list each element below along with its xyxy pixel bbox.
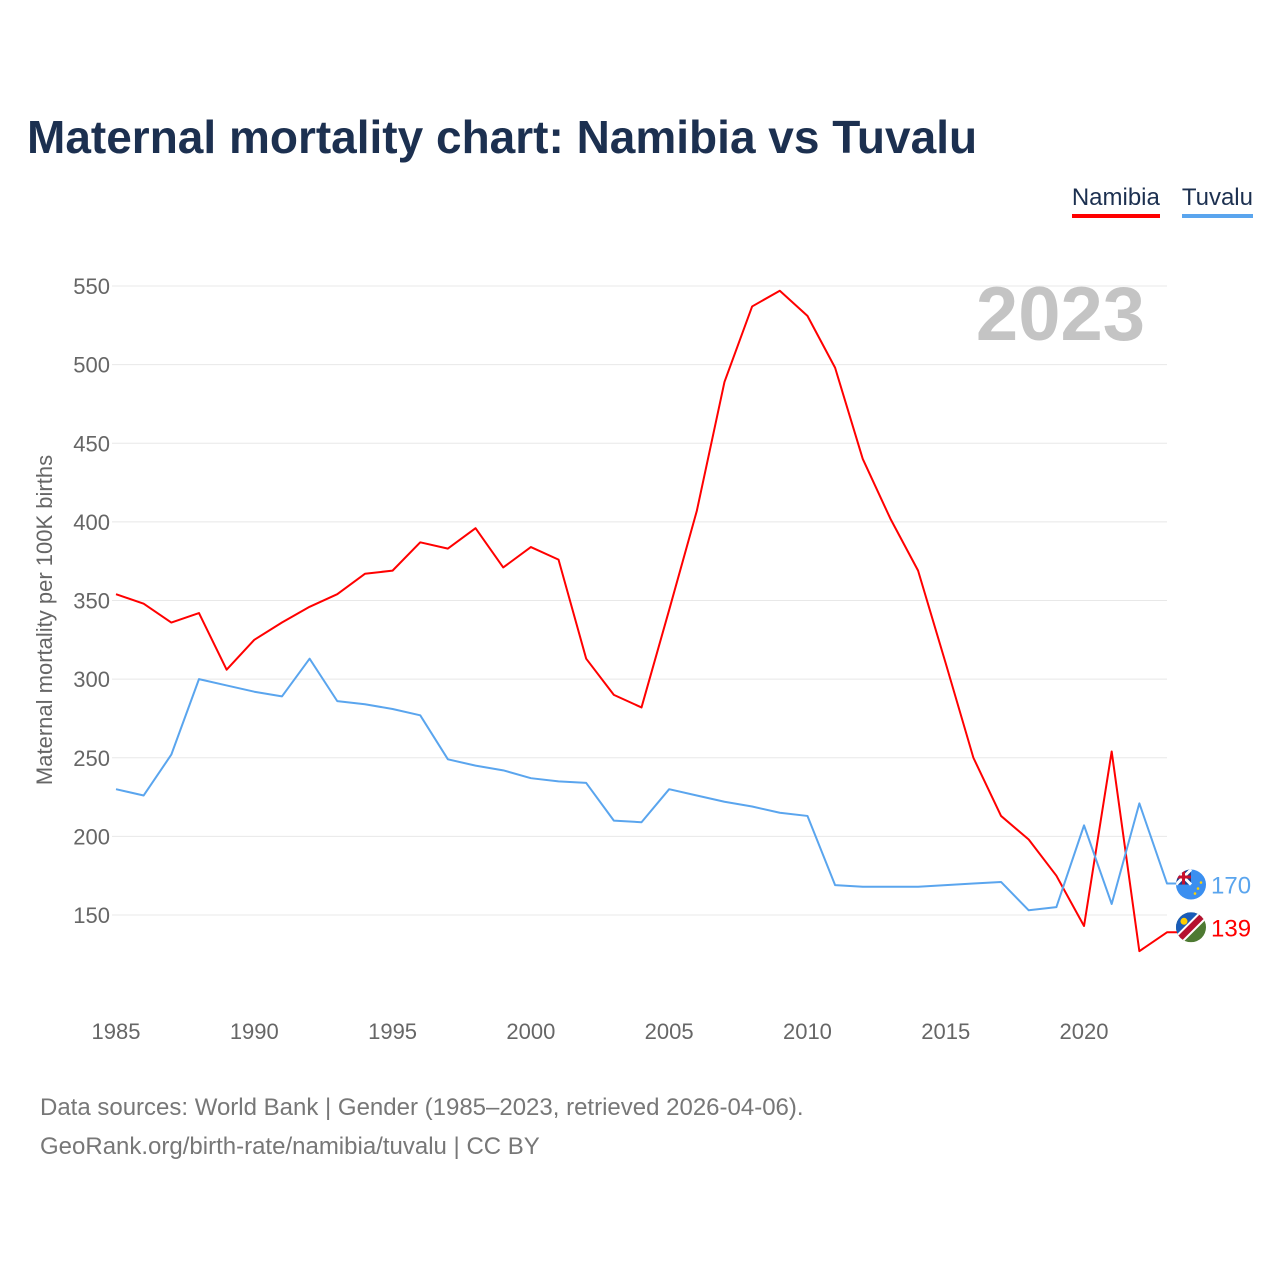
end-value-label-tuvalu: 170 xyxy=(1211,873,1251,900)
x-tick-label: 1990 xyxy=(230,1019,279,1044)
x-tick-label: 2015 xyxy=(921,1019,970,1044)
y-tick-label: 350 xyxy=(73,589,110,614)
x-tick-label: 2010 xyxy=(783,1019,832,1044)
legend-namibia[interactable]: Namibia xyxy=(1071,184,1160,218)
source-link[interactable]: GeoRank.org/birth-rate/namibia/tuvalu | … xyxy=(40,1133,540,1160)
legend-tuvalu[interactable]: Tuvalu xyxy=(1181,184,1253,218)
end-value-label-namibia: 139 xyxy=(1211,915,1251,942)
x-tick-label: 2020 xyxy=(1060,1019,1109,1044)
y-tick-label: 550 xyxy=(73,274,110,299)
x-tick-label: 1995 xyxy=(368,1019,417,1044)
footer: Data sources: World Bank | Gender (1985–… xyxy=(40,1088,804,1166)
y-tick-label: 400 xyxy=(73,510,110,535)
x-tick-label: 2000 xyxy=(506,1019,555,1044)
tuvalu-flag-icon xyxy=(1176,869,1206,900)
y-axis-label: Maternal mortality per 100K births xyxy=(32,455,57,785)
year-badge: 2023 xyxy=(976,272,1145,357)
legend: Namibia Tuvalu xyxy=(1071,184,1253,218)
y-tick-label: 300 xyxy=(73,667,110,692)
y-tick-label: 450 xyxy=(73,431,110,456)
y-tick-label: 250 xyxy=(73,746,110,771)
y-tick-label: 150 xyxy=(73,903,110,928)
series-line-namibia xyxy=(115,289,1178,953)
namibia-flag-icon xyxy=(1176,912,1206,943)
y-tick-label: 500 xyxy=(73,353,110,378)
x-tick-label: 2005 xyxy=(645,1019,694,1044)
x-tick-label: 1985 xyxy=(92,1019,141,1044)
source-note: Data sources: World Bank | Gender (1985–… xyxy=(40,1094,804,1121)
series-line-tuvalu xyxy=(115,657,1178,912)
chart-title: Maternal mortality chart: Namibia vs Tuv… xyxy=(27,111,978,163)
y-tick-label: 200 xyxy=(73,824,110,849)
